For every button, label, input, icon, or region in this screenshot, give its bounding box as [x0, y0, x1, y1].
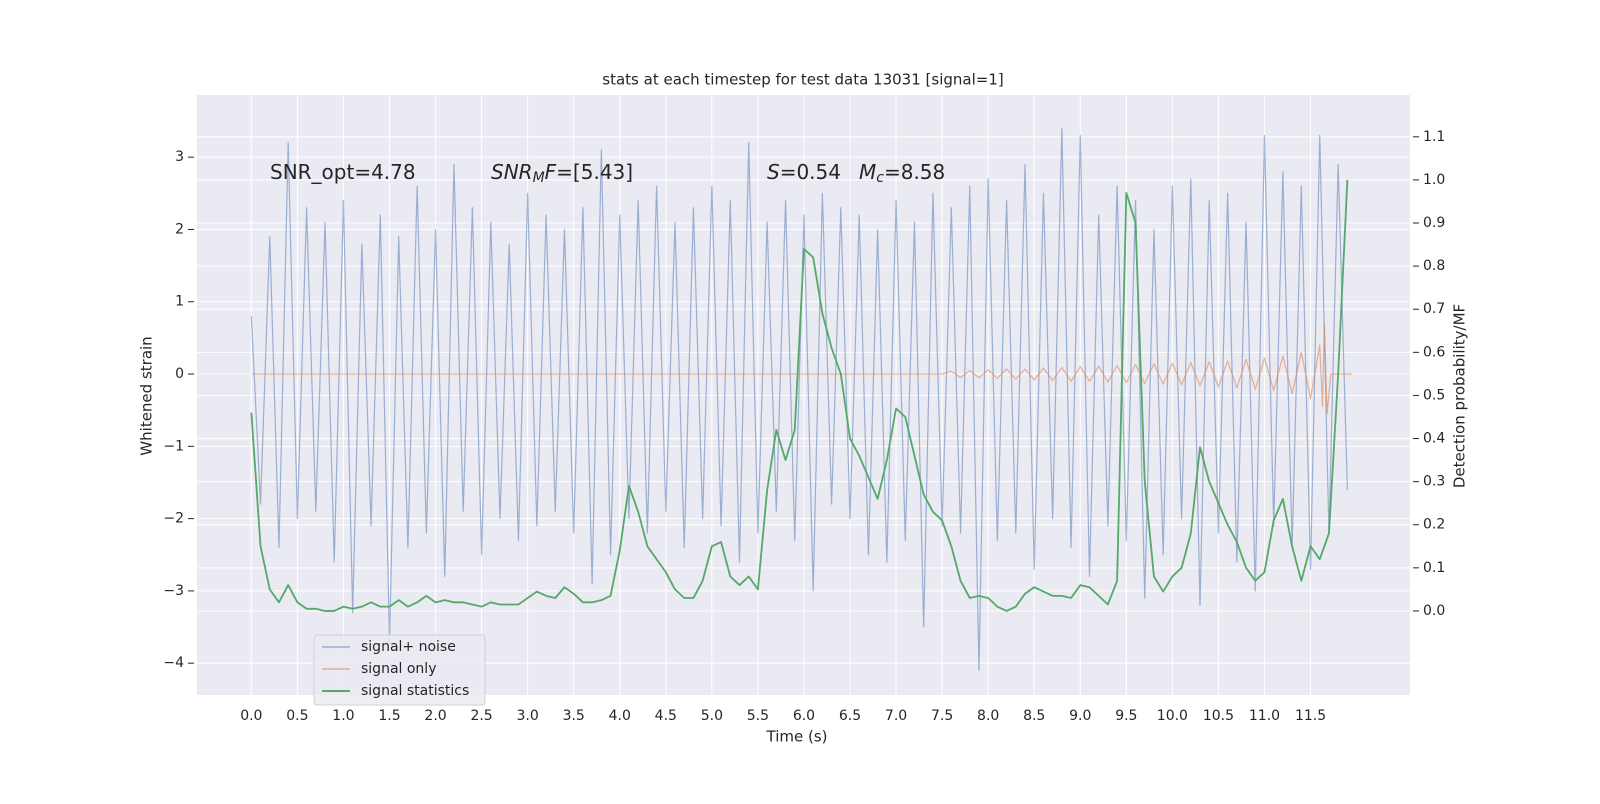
x-tick-label: 8.0 [977, 708, 999, 724]
x-tick-label: 2.5 [470, 708, 492, 724]
annotation: S=0.54 [767, 160, 841, 184]
x-tick-label: 3.5 [563, 708, 585, 724]
legend-label: signal+ noise [361, 639, 456, 655]
x-tick-label: 11.5 [1295, 708, 1326, 724]
grid: 0.0 0.5 1.0 1.5 2.0 2.5 3.0 3.5 4.0 4.5 5.0 5.5 6.0 6… [163, 95, 1445, 724]
annotation: Mc=8.58 [859, 160, 945, 187]
y2-tick-label: 0.6 [1423, 344, 1445, 360]
annotation-part: M [859, 160, 876, 184]
legend-box [313, 634, 486, 706]
x-axis-label: Time (s) [766, 728, 828, 746]
series-line [251, 322, 1352, 415]
y-tick-label: −2 [163, 511, 184, 527]
x-tick-label: 5.5 [747, 708, 769, 724]
y-tick-label: −4 [163, 655, 184, 671]
x-tick-label: 4.5 [655, 708, 677, 724]
y2-tick-label: 1.1 [1423, 129, 1445, 145]
annotation-part: =8.58 [884, 160, 945, 184]
x-tick-label: 1.0 [332, 708, 354, 724]
y2-tick-label: 0.2 [1423, 517, 1445, 533]
series-line [250, 127, 1348, 672]
y2-tick-label: 0.5 [1423, 387, 1445, 403]
annotation: SNRMF=[5.43] [491, 160, 633, 187]
x-tick-label: 6.0 [793, 708, 815, 724]
y2-tick-label: 0.4 [1423, 431, 1445, 447]
y-tick-label: 0 [175, 366, 184, 382]
x-tick-label: 10.0 [1157, 708, 1188, 724]
marks [250, 127, 1352, 672]
y2-tick-label: 0.9 [1423, 215, 1445, 231]
annotation-part: SNR [491, 160, 533, 184]
y2-tick-label: 0.3 [1423, 474, 1445, 490]
x-tick-label: 6.5 [839, 708, 861, 724]
y2-tick-label: 0.1 [1423, 560, 1445, 576]
x-tick-label: 2.0 [424, 708, 446, 724]
y-tick-label: 2 [175, 221, 184, 237]
legend: signal+ noise signal only signal statistic… [313, 634, 486, 706]
x-tick-label: 4.0 [609, 708, 631, 724]
legend-label: signal only [361, 661, 436, 677]
y-tick-label: −3 [163, 583, 184, 599]
annotations: SNR_opt=4.78 SNRMF=[5.43] S=0.54 Mc=8.58 [270, 160, 945, 187]
y-tick-label: −1 [163, 438, 184, 454]
x-tick-label: 1.5 [378, 708, 400, 724]
annotation-part: =[5.43] [556, 160, 633, 184]
annotation-part: c [876, 170, 884, 186]
annotation-part: =0.54 [780, 160, 841, 184]
x-tick-label: 9.5 [1115, 708, 1137, 724]
series-line [250, 179, 1349, 612]
x-tick-label: 8.5 [1023, 708, 1045, 724]
legend-label: signal statistics [361, 683, 469, 699]
x-tick-label: 0.0 [240, 708, 262, 724]
x-tick-label: 5.0 [701, 708, 723, 724]
x-tick-label: 11.0 [1249, 708, 1280, 724]
x-tick-label: 3.0 [517, 708, 539, 724]
annotation-part: S [767, 160, 780, 184]
x-tick-label: 7.5 [931, 708, 953, 724]
x-tick-label: 10.5 [1203, 708, 1234, 724]
y2-tick-label: 0.7 [1423, 301, 1445, 317]
y-tick-label: 1 [175, 294, 184, 310]
annotation-part: M [533, 170, 545, 186]
y2-tick-label: 0.8 [1423, 258, 1445, 274]
annotation: SNR_opt=4.78 [270, 160, 416, 184]
y2-tick-label: 0.0 [1423, 603, 1445, 619]
x-tick-label: 9.0 [1069, 708, 1091, 724]
x-tick-label: 0.5 [286, 708, 308, 724]
chart-title: stats at each timestep for test data 130… [602, 71, 1003, 89]
y-tick-label: 3 [175, 149, 184, 165]
y-axis-label: Whitened strain [138, 336, 156, 455]
y2-axis-label: Detection probability/MF [1451, 304, 1469, 488]
annotation-part: SNR_opt=4.78 [270, 160, 416, 184]
y2-tick-label: 1.0 [1423, 172, 1445, 188]
x-tick-label: 7.0 [885, 708, 907, 724]
annotation-part: F [545, 160, 557, 184]
